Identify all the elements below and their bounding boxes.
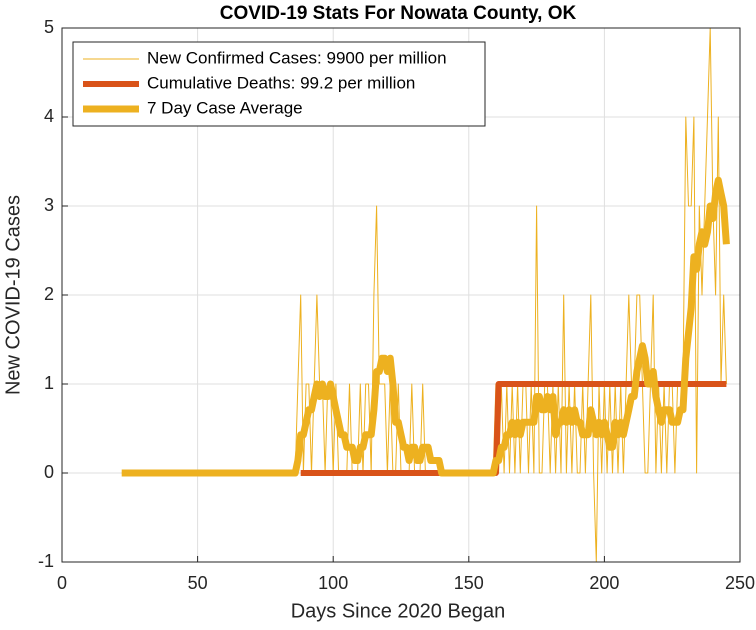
legend-label: Cumulative Deaths: 99.2 per million <box>147 73 415 92</box>
x-tick-label: 0 <box>57 573 67 593</box>
chart-title: COVID-19 Stats For Nowata County, OK <box>220 3 577 24</box>
y-tick-label: 2 <box>44 284 54 304</box>
x-tick-label: 250 <box>725 573 755 593</box>
y-axis-label: New COVID-19 Cases <box>2 195 24 395</box>
y-tick-label: 4 <box>44 106 54 126</box>
plot-frame <box>61 27 741 563</box>
legend-label: 7 Day Case Average <box>147 98 303 117</box>
x-axis-label: Days Since 2020 Began <box>291 600 506 622</box>
y-tick-label: 1 <box>44 373 54 393</box>
x-tick-label: 150 <box>454 573 484 593</box>
x-tick-label: 200 <box>589 573 619 593</box>
y-tick-label: 3 <box>44 195 54 215</box>
legend-label: New Confirmed Cases: 9900 per million <box>147 48 447 67</box>
data-line <box>120 176 730 477</box>
y-tick-label: 5 <box>44 17 54 37</box>
x-tick-label: 100 <box>318 573 348 593</box>
x-tick-label: 50 <box>188 573 208 593</box>
legend-box <box>72 41 486 127</box>
y-tick-label: -1 <box>38 551 54 571</box>
y-tick-label: 0 <box>44 462 54 482</box>
